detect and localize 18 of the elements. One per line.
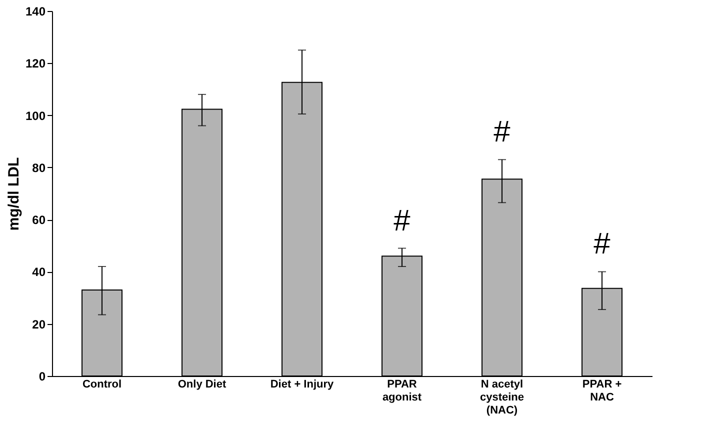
y-tick-label: 40 xyxy=(32,265,46,280)
annotation: # xyxy=(394,204,411,238)
x-tick-label: N acetyl cysteine (NAC) xyxy=(480,378,524,416)
y-tick-label: 80 xyxy=(32,160,46,175)
annotation: # xyxy=(494,116,511,149)
y-tick-label: 0 xyxy=(38,370,46,384)
y-tick-label: 140 xyxy=(25,4,46,18)
y-tick-label: 20 xyxy=(32,317,46,332)
y-tick-label: 120 xyxy=(25,56,46,71)
x-tick-label: PPAR + NAC xyxy=(582,378,622,404)
x-tick-label: PPAR agonist xyxy=(382,378,422,404)
x-tick-label: Control xyxy=(82,378,122,390)
x-tick-label: Only Diet xyxy=(178,378,226,390)
y-tick-label: 100 xyxy=(25,108,46,123)
y-tick-label: 60 xyxy=(32,213,46,228)
y-axis-title: mg/dl LDL xyxy=(5,157,22,231)
annotation: # xyxy=(594,228,611,261)
x-tick-label: Diet + Injury xyxy=(270,378,335,390)
